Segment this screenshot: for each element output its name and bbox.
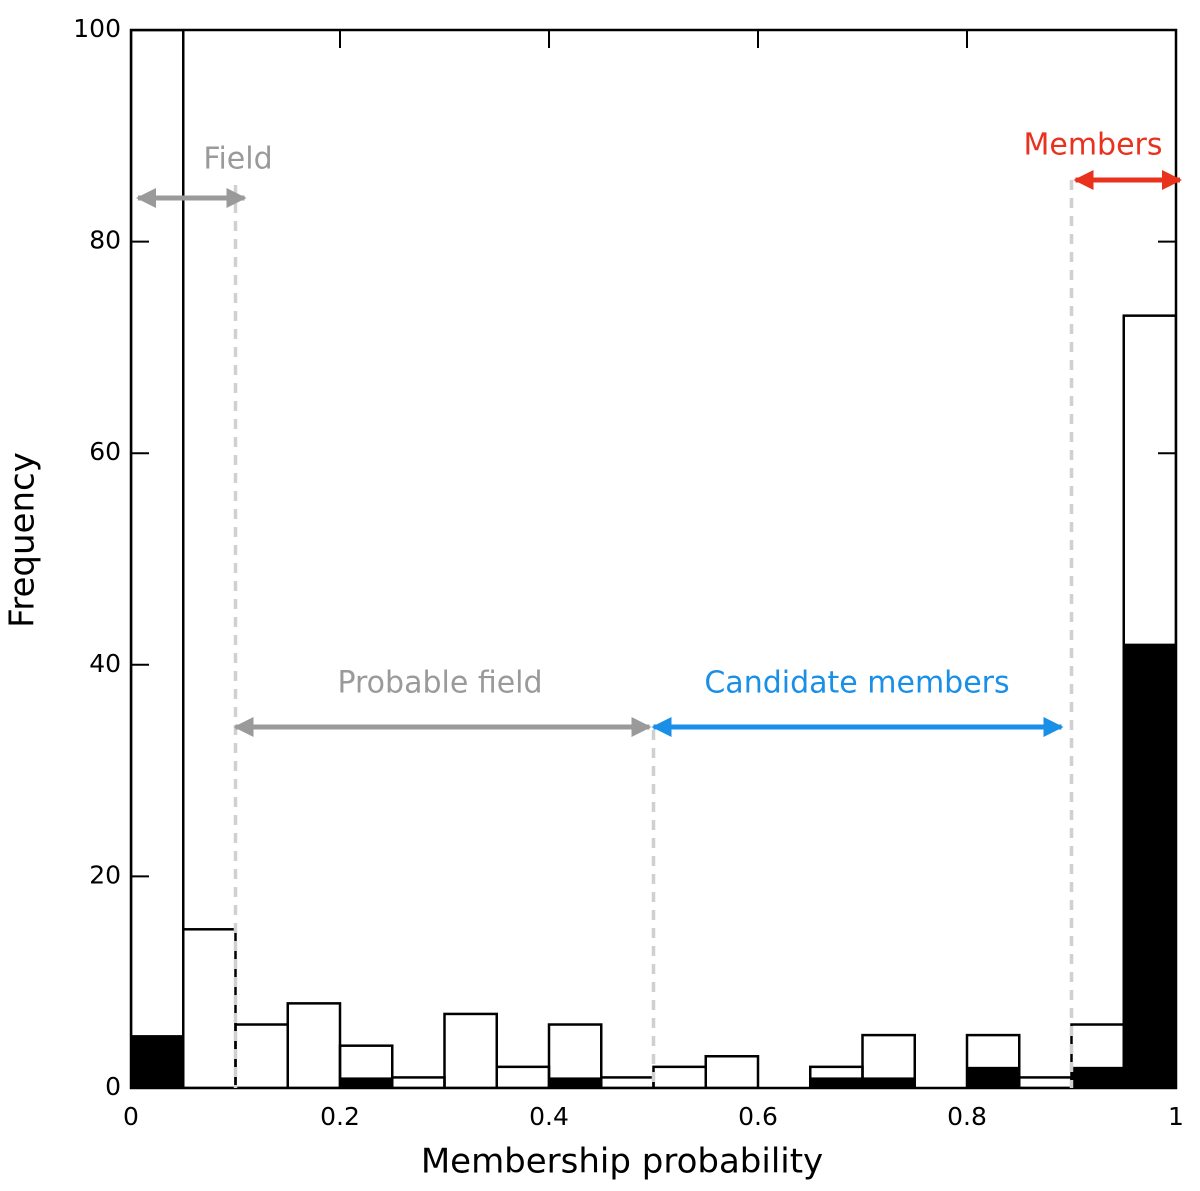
x-tick-label: 0 <box>123 1102 139 1131</box>
y-tick-label: 0 <box>105 1072 121 1101</box>
x-tick-label: 0.4 <box>529 1102 569 1131</box>
bar-outline <box>234 1023 289 1088</box>
region-label: Members <box>1023 128 1162 163</box>
member-bar <box>862 1077 915 1088</box>
bar-outline <box>443 1012 498 1088</box>
x-tick-label: 0.2 <box>320 1102 360 1131</box>
x-tick-label: 0.8 <box>947 1102 987 1131</box>
member-bar <box>810 1077 863 1088</box>
member-bar <box>340 1077 393 1088</box>
bar-outline <box>547 1023 603 1088</box>
bar-outline <box>1018 1076 1073 1088</box>
bar-outline <box>600 1076 655 1088</box>
x-axis-title: Membership probability <box>421 1142 823 1182</box>
member-bar <box>131 1035 184 1088</box>
plot-area <box>131 30 1176 1088</box>
bar-outline <box>704 1055 760 1088</box>
y-tick-label: 20 <box>89 860 121 889</box>
plot-frame <box>129 28 1178 1090</box>
bar-outline <box>338 1044 394 1088</box>
y-axis-title: Frequency <box>3 452 43 628</box>
region-label: Candidate members <box>704 666 1009 701</box>
x-tick-label: 0.6 <box>738 1102 778 1131</box>
bar-outline <box>495 1065 551 1088</box>
x-tick-label: 1 <box>1168 1102 1184 1131</box>
bar-outline <box>286 1002 342 1088</box>
member-bar <box>1071 1066 1124 1088</box>
region-label: Probable field <box>337 666 542 701</box>
bar-outline <box>391 1076 446 1088</box>
y-tick-label: 100 <box>73 14 121 43</box>
y-tick-label: 80 <box>89 226 121 255</box>
member-bar <box>1123 643 1176 1088</box>
bar-outline <box>182 928 237 1088</box>
y-tick-label: 60 <box>89 437 121 466</box>
y-tick-label: 40 <box>89 649 121 678</box>
member-bar <box>549 1077 602 1088</box>
member-bar <box>967 1066 1020 1088</box>
region-label: Field <box>203 142 272 177</box>
bar-outline <box>131 30 185 1088</box>
bar-outline <box>652 1065 707 1088</box>
